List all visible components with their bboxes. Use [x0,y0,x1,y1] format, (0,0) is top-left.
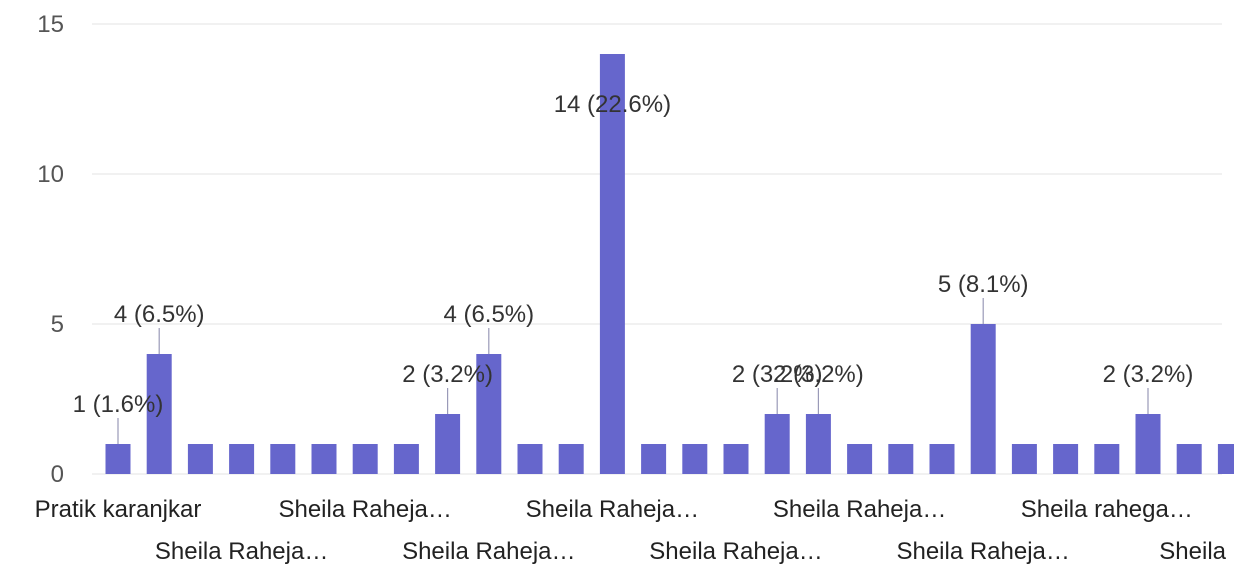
x-category-label: Pratik karanjkar [35,496,202,523]
bar [1094,444,1120,474]
bar [517,444,543,474]
bar [352,444,378,474]
bar [805,414,831,474]
bar [1053,444,1079,474]
data-label: 2 (3.2%) [732,361,823,388]
bar [723,444,749,474]
bar [970,324,996,474]
x-category-label: Sheila Raheja… [526,496,699,523]
bars [105,54,1234,474]
y-tick-label: 15 [37,11,64,38]
data-label: 1 (1.6%) [73,391,164,418]
bar [558,444,584,474]
y-tick-label: 0 [51,461,64,488]
bar [187,444,213,474]
x-category-label: Sheila [1159,538,1226,565]
data-labels: 1 (1.6%) 4 (6.5%) 2 (3.2%) 4 (6.5%) 14 (22.6… [73,91,1194,444]
x-category-label: Sheila Raheja… [155,538,328,565]
x-category-label: Sheila rahega… [1021,496,1193,523]
y-tick-label: 5 [51,311,64,338]
data-label: 4 (6.5%) [443,301,534,328]
x-category-label: Sheila Raheja… [402,538,575,565]
data-label: 2 (3.2%) [1103,361,1194,388]
bar [641,444,667,474]
bar [1011,444,1037,474]
data-label: 2 (3.2%) [402,361,493,388]
y-tick-label: 10 [37,161,64,188]
data-label: 4 (6.5%) [114,301,205,328]
x-category-label: Sheila Raheja… [649,538,822,565]
data-label: 14 (22.6%) [554,91,671,118]
bar [929,444,955,474]
bar [146,354,172,474]
bar [476,354,502,474]
bar [1176,444,1202,474]
bar [1217,444,1234,474]
bar [682,444,708,474]
bar [764,414,790,474]
bar [393,444,419,474]
bar [888,444,914,474]
bar [311,444,337,474]
bar [599,54,625,474]
bar [847,444,873,474]
x-axis-labels: Pratik karanjkar Sheila Raheja… Sheila Rah… [35,496,1227,565]
data-label: 2 (3.2%) [773,361,864,388]
bar [435,414,461,474]
x-category-label: Sheila Raheja… [896,538,1069,565]
x-category-label: Sheila Raheja… [278,496,451,523]
bar [229,444,255,474]
bar [105,444,131,474]
y-axis-ticks: 0 5 10 15 [37,11,64,488]
bar [270,444,296,474]
data-label: 5 (8.1%) [938,271,1029,298]
x-category-label: Sheila Raheja… [773,496,946,523]
bar [1135,414,1161,474]
